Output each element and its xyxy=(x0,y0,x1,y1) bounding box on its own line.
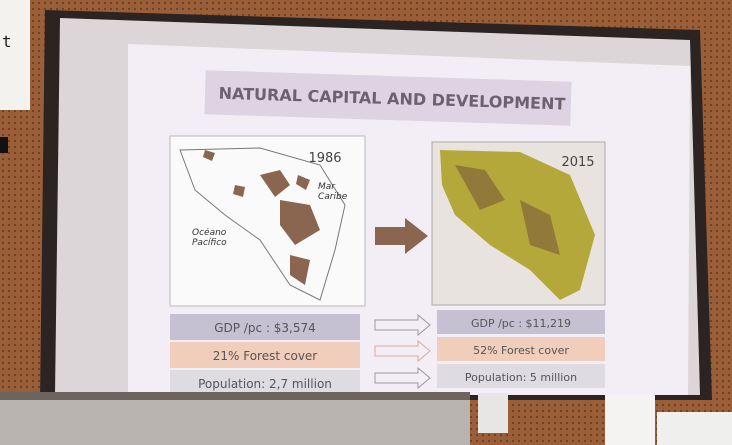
edge-text: t xyxy=(2,32,12,51)
wall-panel xyxy=(657,412,732,445)
edge-block xyxy=(0,137,8,153)
stat-text: GDP /pc : $11,219 xyxy=(471,317,571,330)
stat-text: 21% Forest cover xyxy=(213,349,318,363)
ocean-label: Océano Pacífico xyxy=(192,228,252,260)
sea-label: Mar Caribe xyxy=(318,182,368,214)
map-year: 1986 xyxy=(308,151,341,166)
lower-screen-edge xyxy=(0,392,470,400)
sign xyxy=(605,395,655,445)
stat-text: 52% Forest cover xyxy=(473,344,569,357)
photo: t NATURAL CAPITAL AND DEVELOPMENT 1986 M… xyxy=(0,0,732,445)
edge-panel xyxy=(0,0,30,110)
stat-text: GDP /pc : $3,574 xyxy=(214,321,316,335)
map-year: 2015 xyxy=(561,155,594,170)
ocean-label-text: Océano Pacífico xyxy=(192,228,242,248)
stat-text: Population: 5 million xyxy=(465,371,577,384)
device xyxy=(478,393,508,433)
sea-label-text: Mar Caribe xyxy=(318,182,352,202)
stat-text: Population: 2,7 million xyxy=(198,377,332,391)
